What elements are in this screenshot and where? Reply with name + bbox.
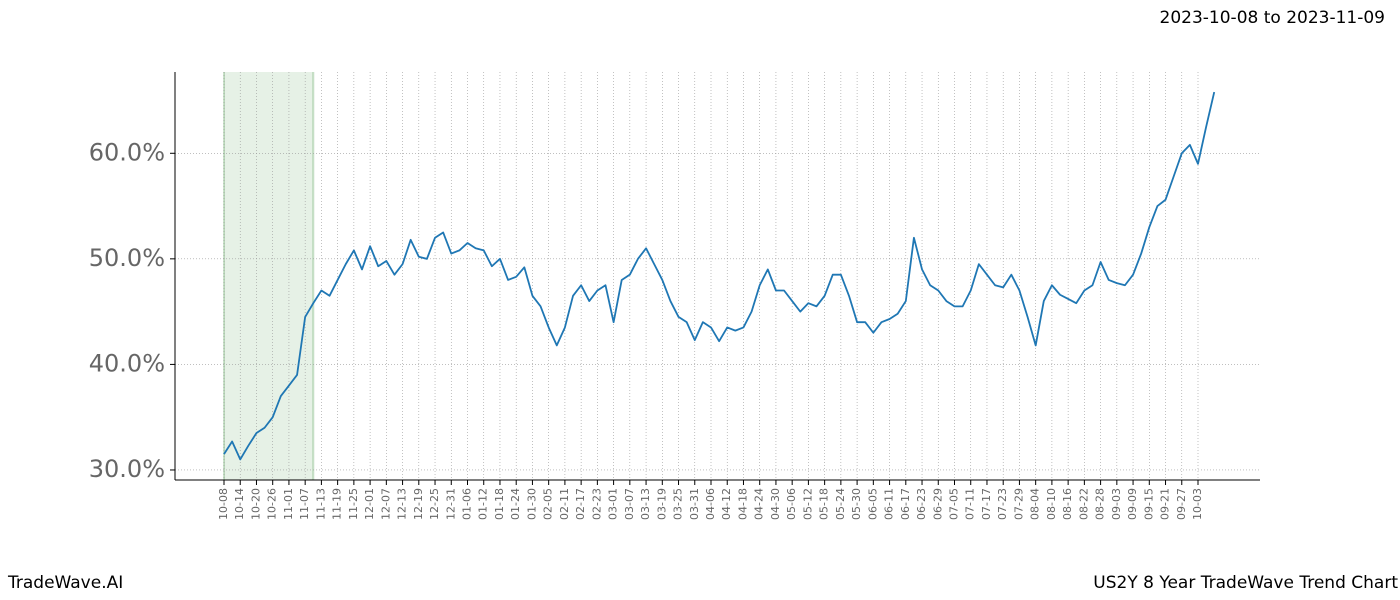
x-tick-label: 02-05 — [542, 488, 555, 520]
x-tick-label: 05-24 — [834, 488, 847, 520]
x-tick-label: 03-07 — [623, 488, 636, 520]
x-tick-label: 09-03 — [1110, 488, 1123, 520]
x-tick-label: 12-19 — [412, 488, 425, 520]
x-tick-label: 07-17 — [980, 488, 993, 520]
x-tick-label: 08-16 — [1061, 488, 1074, 520]
x-tick-label: 10-03 — [1191, 488, 1204, 520]
x-tick-label: 06-23 — [915, 488, 928, 520]
highlight-band — [224, 72, 314, 480]
date-range: 2023-10-08 to 2023-11-09 — [1160, 8, 1385, 28]
x-tick-label: 01-12 — [477, 488, 490, 520]
x-tick-label: 09-09 — [1126, 488, 1139, 520]
x-tick-label: 09-15 — [1142, 488, 1155, 520]
x-tick-label: 05-18 — [818, 488, 831, 520]
y-tick-label: 40.0% — [89, 349, 165, 377]
x-tick-label: 10-08 — [217, 488, 230, 520]
x-tick-label: 09-21 — [1159, 488, 1172, 520]
x-tick-label: 11-07 — [298, 488, 311, 520]
x-tick-label: 01-30 — [525, 488, 538, 520]
x-tick-label: 12-25 — [428, 488, 441, 520]
brand: TradeWave.AI — [7, 573, 123, 593]
x-tick-label: 04-12 — [720, 488, 733, 520]
x-tick-label: 01-06 — [461, 488, 474, 520]
x-tick-label: 12-31 — [444, 488, 457, 520]
chart-caption: US2Y 8 Year TradeWave Trend Chart — [1093, 573, 1398, 593]
x-tick-label: 04-24 — [753, 488, 766, 520]
x-tick-label: 04-30 — [769, 488, 782, 520]
x-tick-label: 11-25 — [347, 488, 360, 520]
x-tick-label: 03-13 — [639, 488, 652, 520]
x-tick-label: 09-27 — [1175, 488, 1188, 520]
x-tick-label: 07-11 — [964, 488, 977, 520]
x-tick-label: 10-26 — [266, 488, 279, 520]
y-tick-label: 50.0% — [89, 244, 165, 272]
x-tick-label: 05-30 — [850, 488, 863, 520]
x-tick-label: 02-23 — [590, 488, 603, 520]
x-tick-label: 12-13 — [396, 488, 409, 520]
x-tick-label: 11-01 — [282, 488, 295, 520]
x-tick-label: 08-04 — [1029, 488, 1042, 520]
y-tick-label: 30.0% — [89, 455, 165, 483]
x-tick-label: 04-06 — [704, 488, 717, 520]
x-tick-label: 02-17 — [574, 488, 587, 520]
x-tick-label: 06-29 — [931, 488, 944, 520]
x-tick-label: 03-25 — [672, 488, 685, 520]
x-tick-label: 10-14 — [233, 488, 246, 520]
x-tick-label: 05-12 — [801, 488, 814, 520]
x-tick-label: 03-31 — [688, 488, 701, 520]
x-tick-label: 03-01 — [607, 488, 620, 520]
x-tick-label: 02-11 — [558, 488, 571, 520]
x-tick-label: 12-01 — [363, 488, 376, 520]
x-tick-label: 04-18 — [736, 488, 749, 520]
x-tick-label: 01-18 — [493, 488, 506, 520]
x-tick-label: 08-28 — [1094, 488, 1107, 520]
x-tick-label: 03-19 — [655, 488, 668, 520]
x-tick-label: 07-23 — [996, 488, 1009, 520]
x-tick-label: 10-20 — [249, 488, 262, 520]
x-tick-label: 12-07 — [379, 488, 392, 520]
y-tick-label: 60.0% — [89, 138, 165, 166]
x-tick-label: 06-11 — [883, 488, 896, 520]
data-line — [223, 91, 1216, 461]
x-tick-label: 08-10 — [1045, 488, 1058, 520]
x-tick-label: 07-05 — [948, 488, 961, 520]
x-tick-label: 11-19 — [331, 488, 344, 520]
x-tick-label: 11-13 — [314, 488, 327, 520]
x-tick-label: 06-05 — [866, 488, 879, 520]
x-tick-label: 08-22 — [1077, 488, 1090, 520]
x-tick-label: 07-29 — [1012, 488, 1025, 520]
x-tick-label: 05-06 — [785, 488, 798, 520]
x-tick-label: 06-17 — [899, 488, 912, 520]
x-tick-label: 01-24 — [509, 488, 522, 520]
